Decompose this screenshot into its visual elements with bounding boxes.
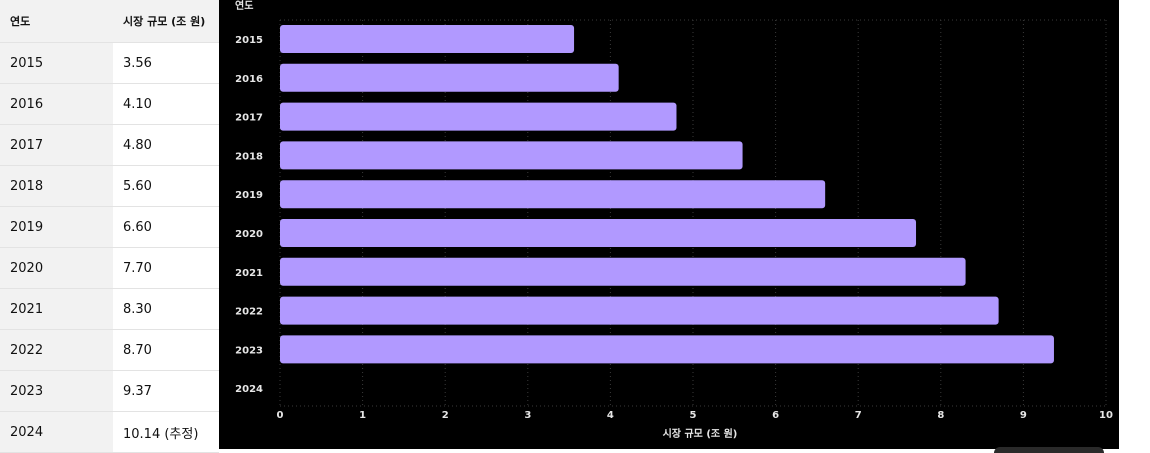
cell-market-size: 10.14 (추정) xyxy=(113,411,219,453)
bar-chart: 2015201620172018201920202021202220232024… xyxy=(235,0,1113,440)
x-tick-label: 10 xyxy=(1099,410,1113,421)
cell-year: 2020 xyxy=(0,247,113,289)
y-tick-label: 2020 xyxy=(235,229,263,240)
bar-2019[interactable] xyxy=(280,180,826,209)
cell-market-size: 5.60 xyxy=(113,165,219,207)
cell-year: 2022 xyxy=(0,329,113,371)
cell-year: 2017 xyxy=(0,124,113,166)
x-tick-label: 7 xyxy=(855,410,862,421)
table-row: 2019 6.60 xyxy=(0,206,219,248)
y-tick-label: 2015 xyxy=(235,35,263,46)
y-axis-title: 연도 xyxy=(235,0,253,12)
cell-year: 2019 xyxy=(0,206,113,248)
x-tick-label: 1 xyxy=(359,410,366,421)
bar-2022[interactable] xyxy=(280,296,999,325)
x-tick-label: 9 xyxy=(1020,410,1027,421)
cell-year: 2016 xyxy=(0,83,113,125)
bar-2021[interactable] xyxy=(280,257,966,286)
cell-market-size: 8.70 xyxy=(113,329,219,371)
y-tick-label: 2016 xyxy=(235,74,263,85)
bar-2017[interactable] xyxy=(280,102,677,131)
x-tick-label: 4 xyxy=(607,410,614,421)
y-tick-label: 2023 xyxy=(235,345,263,356)
x-tick-labels: 0 1 2 3 4 5 6 7 8 9 10 xyxy=(277,410,1113,421)
y-tick-label: 2024 xyxy=(235,384,263,395)
y-tick-label: 2019 xyxy=(235,190,263,201)
table-row: 2021 8.30 xyxy=(0,288,219,330)
cell-market-size: 6.60 xyxy=(113,206,219,248)
data-table: 연도 시장 규모 (조 원) 2015 3.56 2016 4.10 2017 4.80 2… xyxy=(0,0,219,453)
y-tick-labels: 2015 2016 2017 2018 2019 2020 2021 2022 2023 2024 xyxy=(235,35,263,395)
cell-market-size: 4.10 xyxy=(113,83,219,125)
x-tick-label: 8 xyxy=(937,410,944,421)
cell-market-size: 3.56 xyxy=(113,42,219,84)
hover-indicator xyxy=(994,447,1104,453)
cell-year: 2023 xyxy=(0,370,113,412)
x-tick-label: 5 xyxy=(690,410,697,421)
bar-layer xyxy=(280,25,1054,364)
cell-market-size: 4.80 xyxy=(113,124,219,166)
cell-market-size: 7.70 xyxy=(113,247,219,289)
table-row: 2024 10.14 (추정) xyxy=(0,411,219,453)
cell-year: 2024 xyxy=(0,411,113,453)
x-tick-label: 6 xyxy=(772,410,779,421)
cell-year: 2018 xyxy=(0,165,113,207)
cell-year: 2021 xyxy=(0,288,113,330)
y-tick-label: 2018 xyxy=(235,151,263,162)
bar-2015[interactable] xyxy=(280,25,575,53)
x-tick-label: 0 xyxy=(277,410,284,421)
chart-panel: 2015 2016 2017 2018 2019 2020 2021 2022 2023 2024… xyxy=(219,0,1119,449)
cell-market-size: 9.37 xyxy=(113,370,219,412)
bar-2018[interactable] xyxy=(280,141,743,170)
table-header-row: 연도 시장 규모 (조 원) xyxy=(0,0,219,43)
table-header: 연도 시장 규모 (조 원) xyxy=(0,0,219,43)
table-row: 2015 3.56 xyxy=(0,42,219,84)
y-tick-label: 2021 xyxy=(235,268,263,279)
table-body: 2015 3.56 2016 4.10 2017 4.80 2018 5.60 2019 6.60… xyxy=(0,42,219,453)
table-row: 2016 4.10 xyxy=(0,83,219,125)
table-row: 2023 9.37 xyxy=(0,370,219,412)
header-market-size[interactable]: 시장 규모 (조 원) xyxy=(113,0,219,43)
x-tick-label: 2 xyxy=(442,410,449,421)
bar-2020[interactable] xyxy=(280,219,917,247)
table-row: 2017 4.80 xyxy=(0,124,219,166)
bar-2016[interactable] xyxy=(280,63,619,92)
table-row: 2022 8.70 xyxy=(0,329,219,371)
x-axis-title: 시장 규모 (조 원) xyxy=(663,427,738,440)
x-tick-label: 3 xyxy=(524,410,531,421)
y-tick-label: 2022 xyxy=(235,307,263,318)
table-row: 2018 5.60 xyxy=(0,165,219,207)
table-row: 2020 7.70 xyxy=(0,247,219,289)
cell-year: 2015 xyxy=(0,42,113,84)
cell-market-size: 8.30 xyxy=(113,288,219,330)
header-year[interactable]: 연도 xyxy=(0,0,113,43)
bar-2023[interactable] xyxy=(280,335,1054,364)
y-tick-label: 2017 xyxy=(235,113,263,124)
